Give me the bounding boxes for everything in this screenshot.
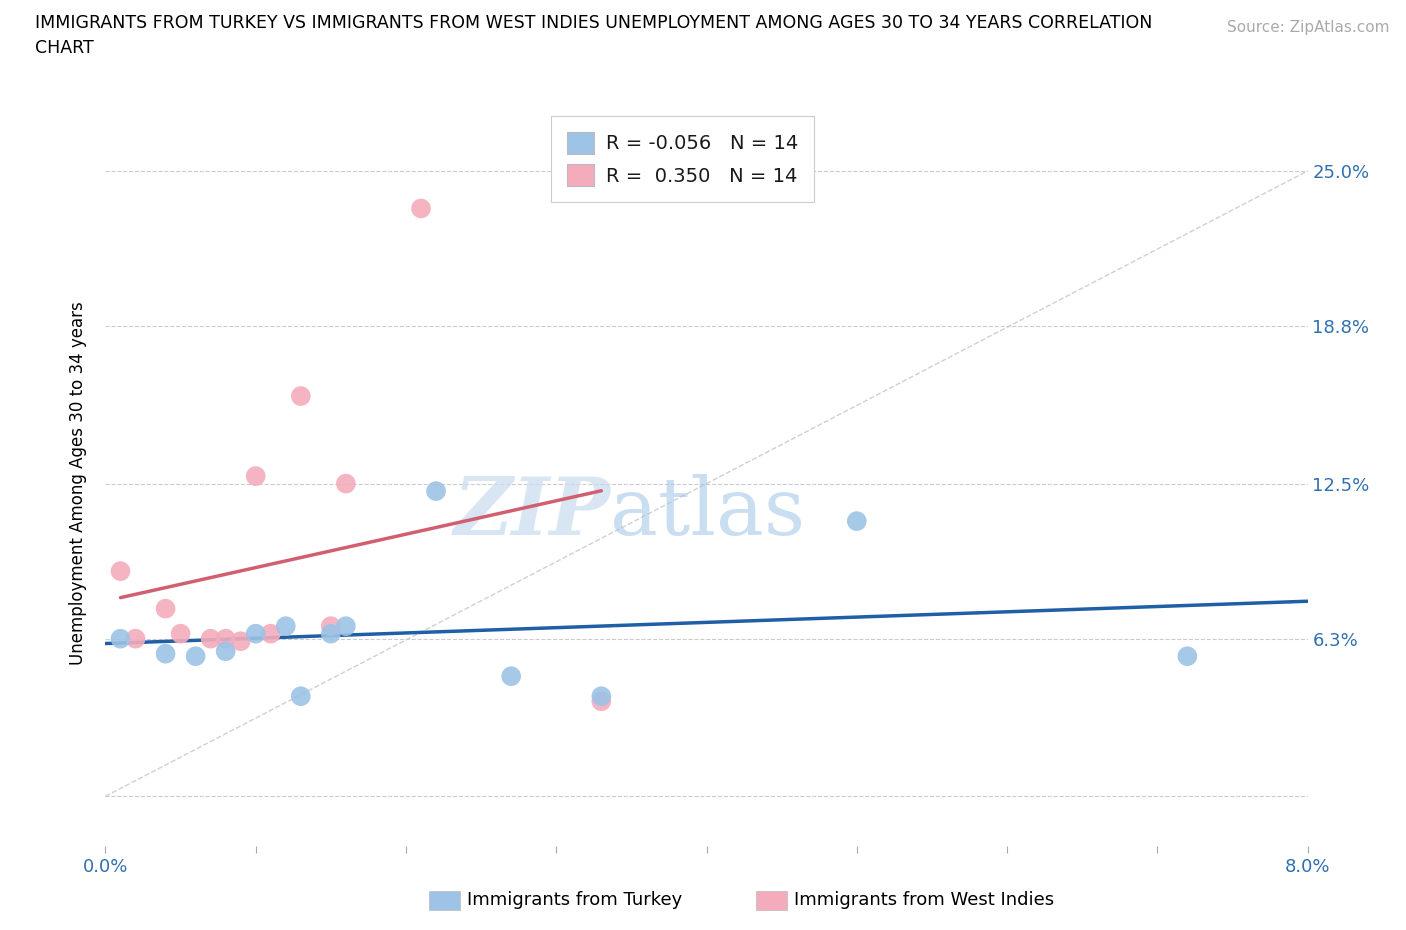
Point bbox=[214, 631, 236, 646]
Point bbox=[110, 631, 132, 646]
Point bbox=[290, 389, 312, 404]
Point bbox=[335, 476, 357, 491]
Point bbox=[591, 689, 613, 704]
Point bbox=[200, 631, 222, 646]
Point bbox=[1175, 649, 1198, 664]
Point bbox=[274, 618, 297, 633]
Point bbox=[184, 649, 207, 664]
Text: CHART: CHART bbox=[35, 39, 94, 57]
Text: ZIP: ZIP bbox=[454, 474, 610, 551]
Point bbox=[245, 626, 267, 641]
Point bbox=[260, 626, 283, 641]
Text: Immigrants from West Indies: Immigrants from West Indies bbox=[794, 891, 1054, 910]
Text: IMMIGRANTS FROM TURKEY VS IMMIGRANTS FROM WEST INDIES UNEMPLOYMENT AMONG AGES 30: IMMIGRANTS FROM TURKEY VS IMMIGRANTS FRO… bbox=[35, 14, 1153, 32]
Text: Source: ZipAtlas.com: Source: ZipAtlas.com bbox=[1226, 20, 1389, 35]
Y-axis label: Unemployment Among Ages 30 to 34 years: Unemployment Among Ages 30 to 34 years bbox=[69, 301, 87, 666]
Point bbox=[845, 513, 868, 528]
Legend: R = -0.056   N = 14, R =  0.350   N = 14: R = -0.056 N = 14, R = 0.350 N = 14 bbox=[551, 116, 814, 202]
Point bbox=[501, 669, 523, 684]
Point bbox=[409, 201, 432, 216]
Point bbox=[425, 484, 447, 498]
Point bbox=[155, 601, 177, 616]
Point bbox=[319, 626, 342, 641]
Point bbox=[229, 633, 252, 648]
Point bbox=[591, 694, 613, 709]
Point bbox=[214, 644, 236, 658]
Point bbox=[335, 618, 357, 633]
Point bbox=[245, 469, 267, 484]
Point bbox=[290, 689, 312, 704]
Point bbox=[319, 618, 342, 633]
Point bbox=[124, 631, 146, 646]
Point bbox=[110, 564, 132, 578]
Point bbox=[169, 626, 191, 641]
Text: Immigrants from Turkey: Immigrants from Turkey bbox=[467, 891, 682, 910]
Point bbox=[155, 646, 177, 661]
Text: atlas: atlas bbox=[610, 473, 806, 551]
